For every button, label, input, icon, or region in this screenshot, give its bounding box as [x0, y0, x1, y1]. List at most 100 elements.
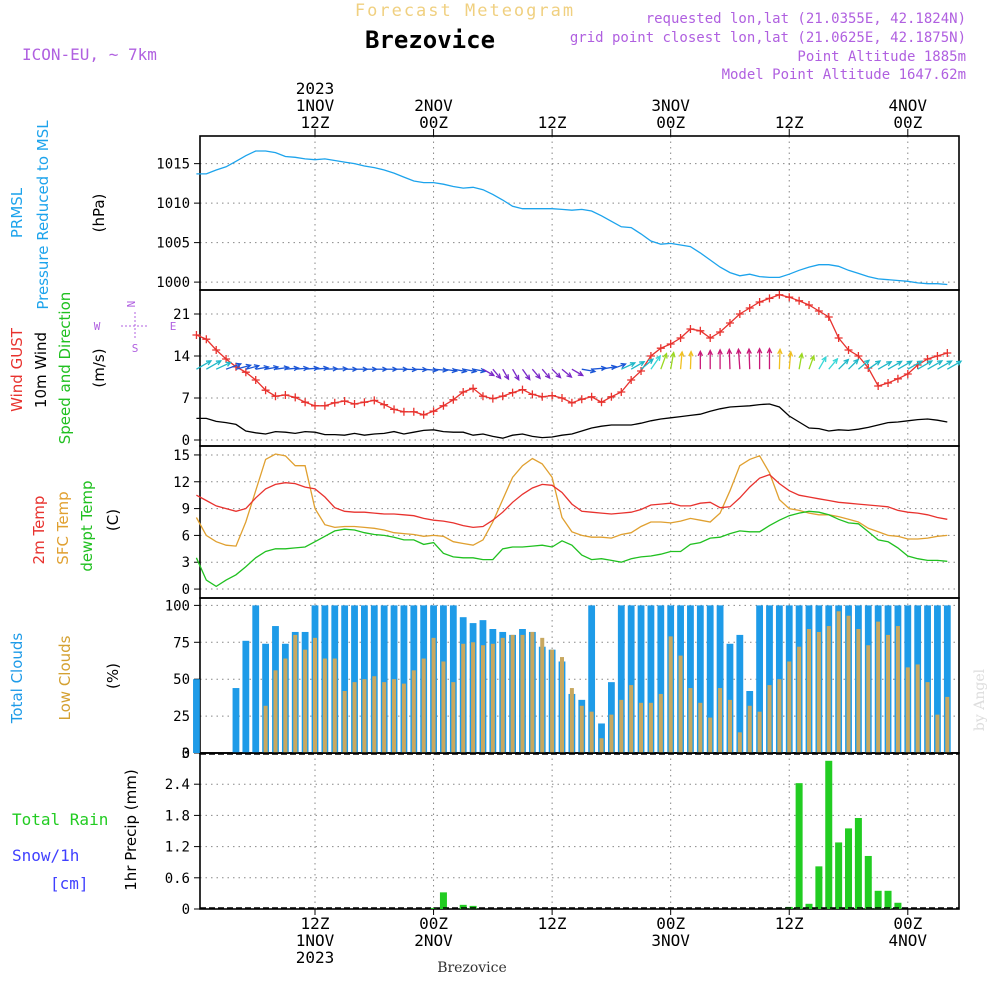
wind-arrow: [857, 359, 870, 370]
wind-arrow-head: [864, 359, 871, 366]
gust-marker: [271, 392, 280, 401]
wind-arrow-head: [514, 374, 520, 382]
wind-arrow: [581, 368, 596, 373]
gust-marker: [409, 407, 418, 416]
y-tick-label: 75: [173, 635, 190, 651]
wind-arrow-head: [495, 373, 502, 380]
wind-arrow-head: [655, 354, 662, 362]
wind-arrow-head: [273, 365, 280, 371]
wind-arrow: [601, 366, 617, 370]
gust-marker: [745, 304, 754, 312]
low-cloud-bar: [708, 717, 713, 753]
wind-arrow-head: [946, 360, 953, 366]
wind-arrow: [502, 368, 510, 380]
low-cloud-bar: [797, 646, 802, 753]
top-time-label: 4NOV: [889, 96, 928, 115]
wind-arrow-head: [798, 352, 804, 359]
top-time-label: 00Z: [656, 113, 685, 132]
wind-arrow-head: [480, 367, 487, 374]
model-label: ICON-EU, ~ 7km: [22, 45, 157, 64]
total-cloud-bar: [637, 605, 645, 753]
gust-marker: [567, 398, 576, 407]
y-tick-label: 1005: [156, 236, 190, 252]
rain-bar: [835, 842, 843, 909]
low-cloud-bar: [668, 636, 673, 753]
low-cloud-bar: [945, 696, 950, 753]
wind-arrow-head: [488, 370, 496, 377]
low-cloud-bar: [747, 705, 752, 753]
low-cloud-bar: [787, 661, 792, 753]
top-time-label: 2023: [296, 79, 335, 98]
gust-marker: [360, 398, 369, 407]
bottom-time-label: 12Z: [301, 914, 330, 933]
low-cloud-bar: [342, 691, 347, 753]
low-cloud-bar: [866, 645, 871, 753]
top-time-label: 00Z: [893, 113, 922, 132]
low-cloud-bar: [737, 732, 742, 753]
footer-location: Brezovice: [437, 960, 507, 976]
wind-arrow: [640, 358, 654, 370]
y-tick-label: 100: [165, 598, 190, 614]
top-time-label: 2NOV: [414, 96, 453, 115]
wind-arrow-head: [555, 372, 562, 379]
gust-marker: [439, 401, 448, 410]
gust-marker: [903, 370, 912, 378]
wind-arrow: [245, 365, 259, 370]
wind-arrow-head: [955, 360, 963, 366]
low-cloud-bar: [688, 688, 693, 753]
gust-marker: [261, 386, 270, 395]
wind-arrow: [937, 360, 952, 370]
y-tick-label: 12: [173, 475, 190, 491]
rain-bar: [805, 903, 813, 909]
temp-2m-line: [196, 473, 948, 529]
low-cloud-bar: [836, 611, 841, 753]
wind-arrow-head: [809, 354, 816, 361]
low-cloud-bar: [480, 645, 485, 753]
requested-coords: requested lon,lat (21.0355E, 42.1824N): [646, 11, 966, 27]
wind-arrow: [453, 368, 467, 373]
wind-arrow: [808, 355, 815, 370]
low-cloud-bar: [510, 634, 515, 753]
wind-arrow-head: [647, 358, 655, 365]
wind-arrow-head: [688, 350, 694, 357]
gust-marker: [597, 398, 606, 407]
wind-arrow-head: [843, 358, 850, 365]
low-cloud-bar: [352, 682, 357, 753]
low-cloud-bar: [401, 683, 406, 753]
low-cloud-bar: [856, 629, 861, 753]
gust-marker: [370, 396, 379, 405]
wind-arrow-head: [756, 347, 763, 354]
wind-arrow: [778, 349, 781, 370]
low-cloud-bar: [431, 637, 436, 753]
precip-unit: 1hr Precip (mm): [122, 769, 140, 890]
wind-arrow: [877, 361, 892, 370]
gust-marker: [340, 397, 349, 405]
low-cloud-bar: [441, 661, 446, 753]
low-cloud-bar: [718, 688, 723, 753]
gust-marker: [824, 313, 833, 321]
low-cloud-bar: [678, 655, 683, 753]
wind-arrow: [433, 368, 448, 372]
low-cloud-bar: [540, 637, 545, 753]
rain-bar: [795, 783, 803, 909]
wind-arrow-head: [707, 349, 713, 356]
low-cloud-bar: [935, 714, 940, 753]
total-cloud-bar: [351, 605, 358, 753]
low-cloud-bar: [609, 714, 614, 753]
wind-arrow: [737, 349, 741, 370]
y-tick-label: 21: [173, 307, 190, 323]
y-tick-label: 9: [182, 502, 190, 518]
wind-speed-line: [196, 403, 948, 439]
bottom-time-label: 12Z: [538, 914, 567, 933]
temp-unit: (C): [104, 509, 122, 531]
y-tick-label: 0.6: [165, 871, 190, 887]
gust-marker: [755, 298, 764, 306]
wind-arrow: [748, 349, 751, 370]
credit-watermark: by Angel: [972, 668, 988, 731]
low-cloud-bar: [648, 702, 653, 753]
direction-label: Speed and Direction: [56, 292, 74, 445]
bottom-time-label: 2023: [296, 948, 335, 967]
pressure-label: PRMSL: [8, 187, 26, 238]
gust-marker: [320, 401, 329, 410]
gust-marker: [577, 395, 586, 404]
